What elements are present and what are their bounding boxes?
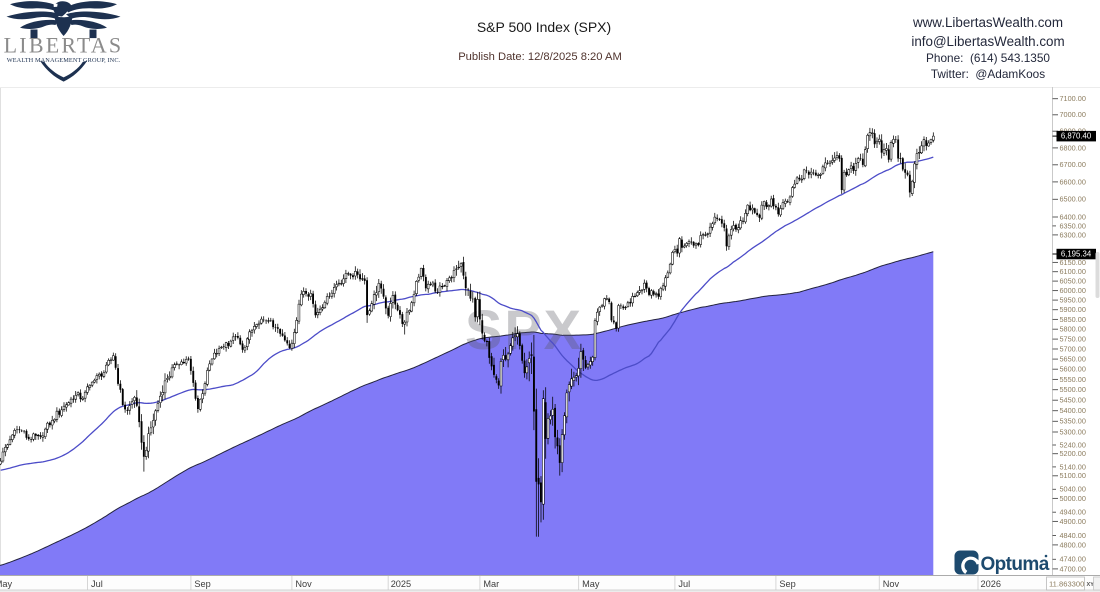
svg-text:5400.00: 5400.00 xyxy=(1060,406,1086,415)
svg-text:4800.00: 4800.00 xyxy=(1060,540,1086,549)
svg-text:6500.00: 6500.00 xyxy=(1060,195,1086,204)
svg-text:5950.00: 5950.00 xyxy=(1060,296,1086,305)
svg-text:2026: 2026 xyxy=(981,579,1001,589)
svg-text:Sep: Sep xyxy=(779,579,795,589)
svg-text:Jul: Jul xyxy=(91,579,103,589)
svg-text:5850.00: 5850.00 xyxy=(1060,315,1086,324)
svg-text:5200.00: 5200.00 xyxy=(1060,449,1086,458)
svg-text:WEALTH MANAGEMENT GROUP, INC.: WEALTH MANAGEMENT GROUP, INC. xyxy=(7,57,121,64)
svg-text:6400.00: 6400.00 xyxy=(1060,212,1086,221)
svg-text:Nov: Nov xyxy=(295,579,312,589)
svg-text:6300.00: 6300.00 xyxy=(1060,230,1086,239)
svg-text:5700.00: 5700.00 xyxy=(1060,344,1086,353)
svg-text:6050.00: 6050.00 xyxy=(1060,277,1086,286)
svg-text:2025: 2025 xyxy=(391,579,411,589)
svg-text:6350.00: 6350.00 xyxy=(1060,221,1086,230)
svg-text:May: May xyxy=(582,579,600,589)
svg-text:4840.00: 4840.00 xyxy=(1060,531,1086,540)
svg-text:4940.00: 4940.00 xyxy=(1060,508,1086,517)
svg-text:5040.00: 5040.00 xyxy=(1060,485,1086,494)
svg-text:Sep: Sep xyxy=(194,579,210,589)
svg-text:6150.00: 6150.00 xyxy=(1060,258,1086,267)
svg-text:5500.00: 5500.00 xyxy=(1060,385,1086,394)
svg-text:6800.00: 6800.00 xyxy=(1060,143,1086,152)
svg-text:5750.00: 5750.00 xyxy=(1060,335,1086,344)
svg-text:LIBERTAS: LIBERTAS xyxy=(4,33,124,58)
svg-text:5550.00: 5550.00 xyxy=(1060,375,1086,384)
svg-text:5300.00: 5300.00 xyxy=(1060,427,1086,436)
svg-text:4740.00: 4740.00 xyxy=(1060,555,1086,564)
svg-text:4700.00: 4700.00 xyxy=(1060,564,1086,573)
svg-text:4900.00: 4900.00 xyxy=(1060,517,1086,526)
svg-text:6,870.40: 6,870.40 xyxy=(1061,132,1092,141)
svg-text:5650.00: 5650.00 xyxy=(1060,355,1086,364)
svg-text:XY: XY xyxy=(1087,582,1095,588)
svg-text:6000.00: 6000.00 xyxy=(1060,286,1086,295)
svg-text:5000.00: 5000.00 xyxy=(1060,494,1086,503)
svg-text:5900.00: 5900.00 xyxy=(1060,305,1086,314)
svg-text:5350.00: 5350.00 xyxy=(1060,417,1086,426)
svg-text:7100.00: 7100.00 xyxy=(1060,94,1086,103)
svg-text:5450.00: 5450.00 xyxy=(1060,396,1086,405)
svg-text:7000.00: 7000.00 xyxy=(1060,110,1086,119)
svg-text:Mar: Mar xyxy=(483,579,499,589)
svg-text:6100.00: 6100.00 xyxy=(1060,267,1086,276)
svg-text:5600.00: 5600.00 xyxy=(1060,365,1086,374)
svg-text:5800.00: 5800.00 xyxy=(1060,325,1086,334)
svg-text:5140.00: 5140.00 xyxy=(1060,462,1086,471)
svg-text:Jul: Jul xyxy=(678,579,690,589)
svg-text:6600.00: 6600.00 xyxy=(1060,177,1086,186)
svg-text:Nov: Nov xyxy=(883,579,900,589)
svg-text:5100.00: 5100.00 xyxy=(1060,471,1086,480)
svg-text:5240.00: 5240.00 xyxy=(1060,440,1086,449)
svg-text:Optuma: Optuma xyxy=(981,554,1050,575)
svg-text:6,195.34: 6,195.34 xyxy=(1061,250,1092,259)
svg-text:6700.00: 6700.00 xyxy=(1060,160,1086,169)
svg-text:11.863300: 11.863300 xyxy=(1049,580,1084,589)
svg-text:May: May xyxy=(0,579,12,589)
